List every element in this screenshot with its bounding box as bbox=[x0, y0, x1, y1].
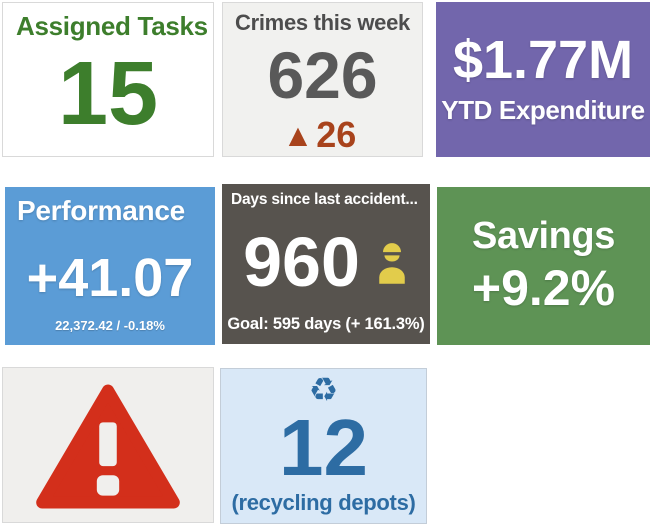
savings-card: Savings +9.2% bbox=[437, 187, 650, 345]
crimes-delta-value: 26 bbox=[316, 114, 357, 155]
accident-card: Days since last accident... 960 Goal: 59… bbox=[222, 184, 430, 344]
recycling-label: (recycling depots) bbox=[231, 490, 416, 515]
performance-detail: 22,372.42 / -0.18% bbox=[55, 318, 165, 333]
crimes-title: Crimes this week bbox=[235, 10, 410, 35]
expenditure-label: YTD Expenditure bbox=[441, 95, 645, 125]
recycle-icon: ♻ bbox=[308, 370, 339, 409]
assigned-tasks-card: Assigned Tasks 15 bbox=[2, 2, 214, 157]
assigned-tasks-value: 15 bbox=[57, 44, 159, 144]
recycling-card: ♻ 12 (recycling depots) bbox=[220, 368, 427, 524]
performance-body: +41.07 22,372.42 / -0.18% bbox=[5, 227, 215, 345]
worker-person-icon bbox=[375, 240, 409, 284]
performance-card: Performance +41.07 22,372.42 / -0.18% bbox=[5, 187, 215, 345]
warning-card bbox=[2, 367, 214, 523]
recycling-value: 12 bbox=[279, 403, 368, 492]
expenditure-card: $1.77M YTD Expenditure bbox=[436, 2, 650, 157]
crimes-card: Crimes this week 626 ▲ 26 bbox=[222, 2, 423, 157]
performance-title: Performance bbox=[17, 195, 185, 226]
crimes-delta: ▲ 26 bbox=[289, 117, 357, 153]
expenditure-value: $1.77M bbox=[452, 30, 634, 90]
accident-goal: Goal: 595 days (+ 161.3%) bbox=[227, 315, 425, 333]
up-triangle-icon: ▲ bbox=[288, 121, 308, 149]
assigned-tasks-title: Assigned Tasks bbox=[16, 11, 208, 41]
crimes-value: 626 bbox=[267, 38, 378, 112]
savings-title: Savings bbox=[472, 214, 615, 257]
accident-body: 960 bbox=[222, 209, 430, 315]
performance-value: +41.07 bbox=[26, 248, 194, 308]
accident-value: 960 bbox=[243, 223, 360, 301]
accident-title: Days since last accident... bbox=[231, 191, 418, 208]
savings-value: +9.2% bbox=[471, 260, 616, 317]
warning-triangle-icon bbox=[32, 380, 184, 510]
